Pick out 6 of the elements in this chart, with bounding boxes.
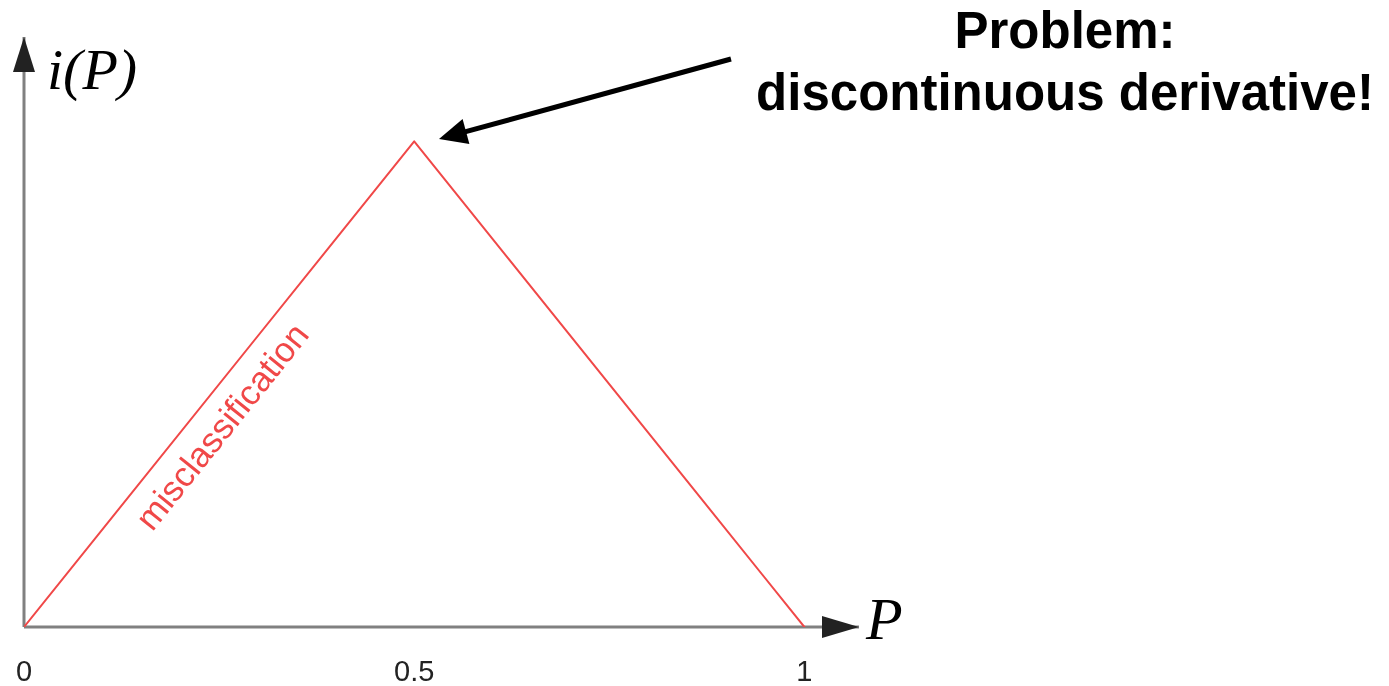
x-tick-label: 0.5 [394, 655, 435, 686]
y-axis-title: i(P) [47, 37, 138, 102]
x-axis-title: P [865, 586, 903, 652]
text: Problem: discontinuous derivative! [756, 2, 1374, 121]
x-tick-label: 1 [796, 655, 813, 686]
x-tick-label: 0 [15, 655, 33, 686]
